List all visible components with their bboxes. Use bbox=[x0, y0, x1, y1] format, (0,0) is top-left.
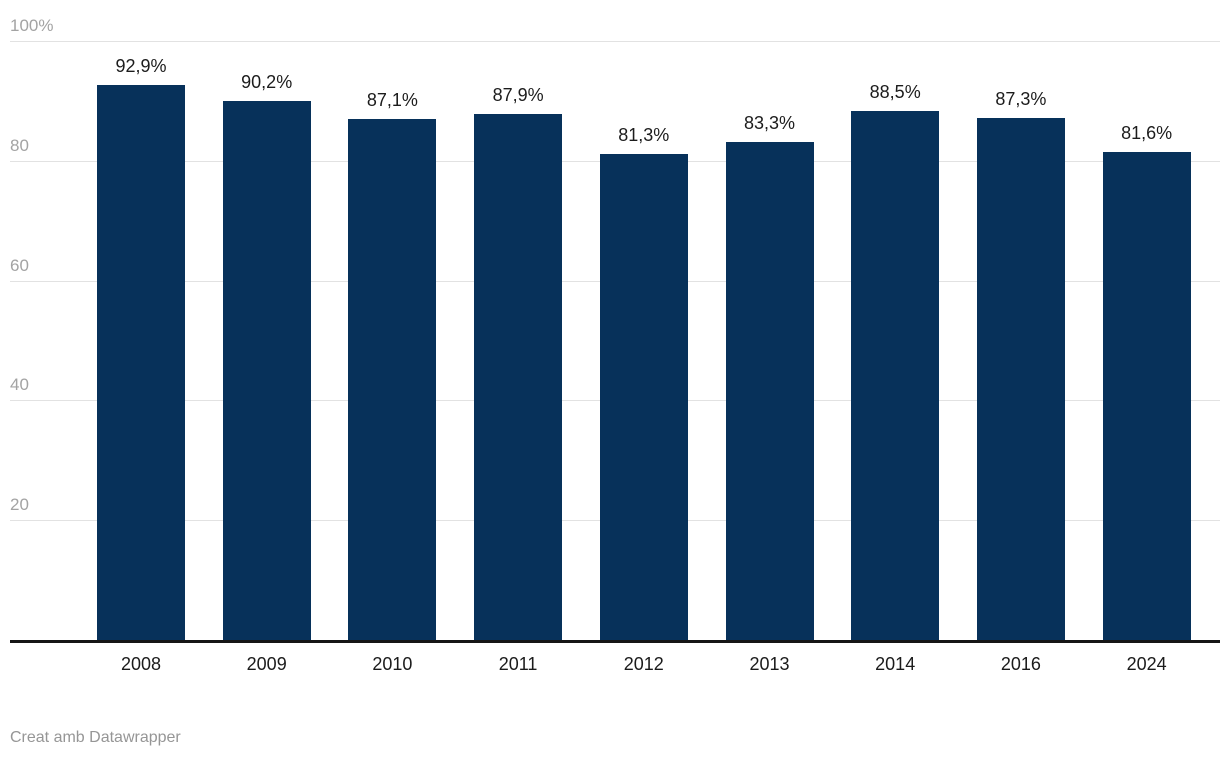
attribution-link[interactable]: Creat amb Datawrapper bbox=[10, 729, 181, 746]
bar-value-label: 87,9% bbox=[492, 85, 544, 106]
bar-value-label: 90,2% bbox=[241, 71, 293, 92]
bar bbox=[599, 154, 688, 641]
bar bbox=[222, 100, 311, 641]
bar bbox=[976, 118, 1065, 641]
bar bbox=[1102, 152, 1191, 641]
bar-value-label: 81,3% bbox=[618, 125, 670, 145]
x-tick-label: 2009 bbox=[246, 654, 287, 674]
x-tick-label: 2011 bbox=[498, 654, 538, 674]
bar bbox=[348, 119, 437, 641]
bar-value-label: 83,3% bbox=[743, 113, 796, 134]
bar bbox=[851, 110, 940, 641]
x-axis-line bbox=[10, 640, 1220, 643]
y-tick-label: 100% bbox=[10, 16, 54, 35]
x-tick-label: 2016 bbox=[1000, 654, 1041, 674]
x-tick-label: 2024 bbox=[1126, 654, 1167, 674]
bar-value-label: 81,6% bbox=[1121, 123, 1173, 144]
y-tick-label: 40 bbox=[10, 375, 29, 395]
gridline bbox=[10, 41, 1220, 42]
bar-value-label: 88,5% bbox=[869, 81, 921, 102]
bar bbox=[474, 114, 563, 641]
bar-value-label: 87,3% bbox=[995, 89, 1047, 110]
bar bbox=[725, 142, 814, 641]
bar-value-label: 92,9% bbox=[115, 55, 167, 76]
y-tick-label: 80 bbox=[10, 135, 29, 155]
y-tick-label: 60 bbox=[10, 255, 29, 275]
y-tick-label: 20 bbox=[10, 495, 29, 515]
bar-value-label: 87,1% bbox=[366, 90, 418, 111]
x-tick-label: 2010 bbox=[372, 654, 413, 674]
x-tick-label: 2014 bbox=[875, 654, 916, 674]
x-tick-label: 2013 bbox=[749, 654, 790, 674]
bar bbox=[97, 84, 185, 641]
x-tick-label: 2012 bbox=[623, 654, 664, 674]
x-tick-label: 2008 bbox=[120, 654, 162, 674]
